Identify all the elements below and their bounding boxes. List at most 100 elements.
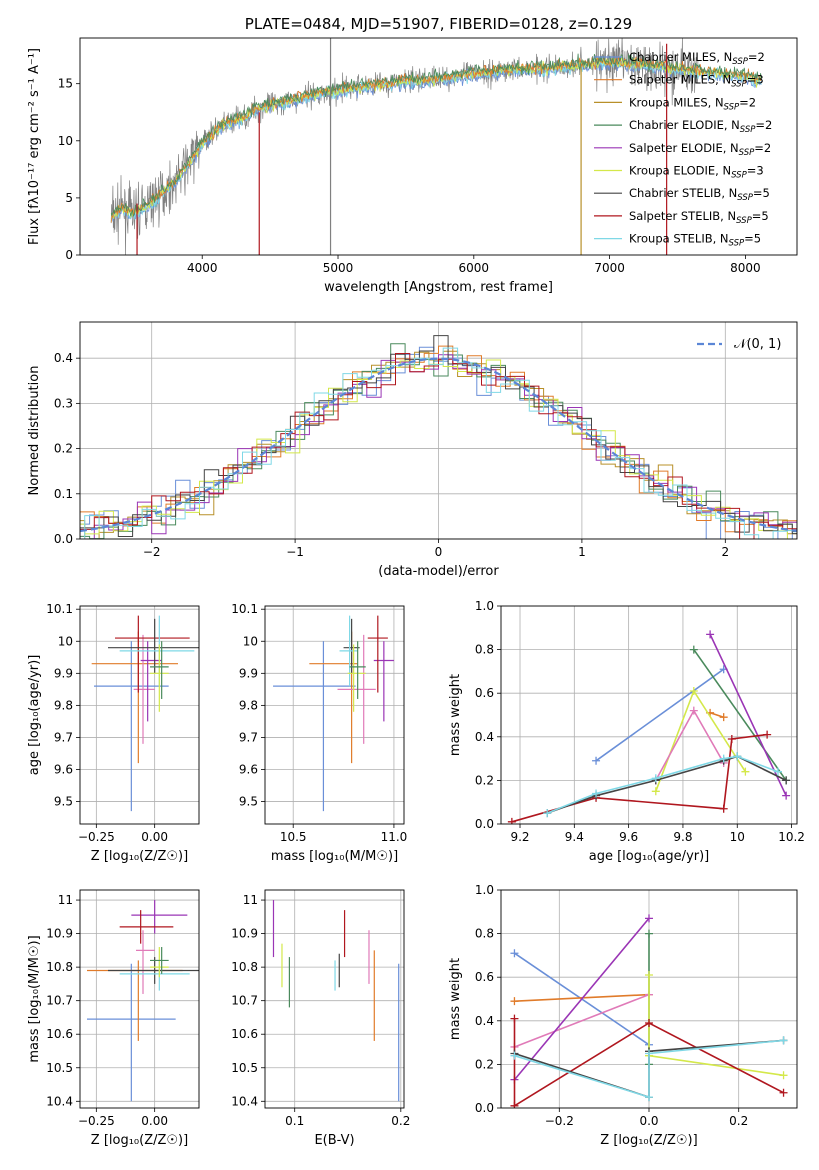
weight-line <box>513 1018 784 1108</box>
weight-marker <box>510 949 519 958</box>
axes-age-vs-mass: 10.5 11.0 9.5 9.6 9.7 9.8 9.9 10 10.1 mass [log₁₀… <box>231 602 407 864</box>
y-tick-label: 0.4 <box>475 730 494 744</box>
legend-label-sub: SSP <box>729 239 745 249</box>
y-tick-label: 9.5 <box>54 795 73 809</box>
weight-line <box>511 733 768 823</box>
weight-marker <box>733 752 742 761</box>
x-axis-label: Z [log₁₀(Z/Z☉)] <box>91 849 188 864</box>
y-axis-label: Normed distribution <box>27 366 42 496</box>
x-tick-label: 10.5 <box>280 830 307 844</box>
y-tick-label: 11 <box>243 893 258 907</box>
chart-title: PLATE=0484, MJD=51907, FIBERID=0128, z=0… <box>245 15 632 33</box>
x-tick-label: 9.2 <box>510 830 529 844</box>
y-tick-label: 0.6 <box>475 970 494 984</box>
y-tick-label: 0.8 <box>475 927 494 941</box>
legend-label-main: Kroupa ELODIE, N <box>629 164 731 178</box>
y-tick-label: 0.2 <box>54 442 73 456</box>
y-tick-label: 10 <box>58 134 73 148</box>
x-axis-label: mass [log₁₀(M/M☉)] <box>271 849 398 864</box>
weight-marker <box>510 1101 519 1108</box>
y-tick-label: 9.7 <box>54 730 73 744</box>
gaussian-curve <box>80 357 797 533</box>
weight-marker <box>645 971 653 980</box>
x-axis-label: Z [log₁₀(Z/Z☉)] <box>600 1133 697 1148</box>
x-tick-label: 0.2 <box>729 1114 748 1128</box>
x-axis-label: Z [log₁₀(Z/Z☉)] <box>91 1133 188 1148</box>
y-tick-label: 9.6 <box>239 763 258 777</box>
legend-label-sub: SSP <box>731 80 747 90</box>
legend-label: 𝒩(0, 1) <box>734 337 781 352</box>
weight-marker <box>719 713 728 722</box>
x-axis-label: wavelength [Angstrom, rest frame] <box>324 280 553 295</box>
legend-label-sub: SSP <box>739 148 755 158</box>
legend-label-main: Kroupa MILES, N <box>629 95 724 109</box>
weight-marker <box>510 997 519 1006</box>
y-tick-label: 10.1 <box>46 602 73 616</box>
weight-marker <box>645 929 653 938</box>
y-tick-label: 10.9 <box>46 927 73 941</box>
histogram-chabrier_stelib <box>80 335 797 537</box>
weight-marker <box>510 1051 519 1060</box>
axes-age-vs-Z: −0.25 0.00 9.5 9.6 9.7 9.8 9.9 10 10.1 Z [log₁₀(Z… <box>27 602 200 864</box>
axes-weight-vs-Z: −0.2 0.0 0.2 0.0 0.2 0.4 0.6 0.8 1.0 Z [log₁₀(Z/Z… <box>448 883 798 1148</box>
legend-label-sub: SSP <box>740 125 756 135</box>
weight-marker <box>779 1071 788 1080</box>
weight-marker <box>719 804 728 813</box>
y-tick-label: 10.8 <box>46 960 73 974</box>
weight-line <box>693 649 787 781</box>
x-tick-label: −2 <box>143 545 161 559</box>
y-tick-label: 0.0 <box>475 817 494 831</box>
y-tick-label: 0.3 <box>54 396 73 410</box>
axes-spectrum: 4000 5000 6000 7000 8000 0 5 10 15 wavelength [An… <box>27 15 798 295</box>
axes-mass-vs-Z: −0.25 0.00 10.4 10.5 10.6 10.7 10.8 10.9 11 Z [lo… <box>27 889 200 1148</box>
x-tick-label: 0.0 <box>639 1114 658 1128</box>
y-tick-label: 0.4 <box>54 351 73 365</box>
legend-label: Chabrier ELODIE, NSSP=2 <box>629 118 772 135</box>
y-tick-label: 0.4 <box>475 1014 494 1028</box>
legend-label: Salpeter ELODIE, NSSP=2 <box>629 141 771 158</box>
weight-line <box>546 755 779 814</box>
x-tick-label: 2 <box>721 545 729 559</box>
axes-frame <box>500 605 798 825</box>
weight-marker <box>741 767 750 776</box>
x-tick-label: 0.00 <box>141 1114 168 1128</box>
axes-frame <box>79 605 200 825</box>
axes-frame <box>79 889 200 1109</box>
x-tick-label: 11.0 <box>381 830 408 844</box>
plot-area <box>501 890 797 1108</box>
x-axis-label: E(B-V) <box>314 1133 354 1148</box>
y-tick-label: 1.0 <box>475 883 494 897</box>
y-axis-label: age [log₁₀(age/yr)] <box>27 655 42 776</box>
y-tick-label: 15 <box>58 77 73 91</box>
x-axis-label: age [log₁₀(age/yr)] <box>589 849 710 864</box>
weight-marker <box>645 1018 653 1027</box>
x-tick-label: 0.1 <box>285 1114 304 1128</box>
legend-label-main: Chabrier MILES, N <box>629 50 732 64</box>
axes-weight-vs-age: 9.2 9.4 9.6 9.8 10 10.2 0.0 0.2 0.4 0.6 0.8 1.0 age … <box>448 599 805 864</box>
y-tick-label: 10.4 <box>231 1094 258 1108</box>
legend-label-sub: SSP <box>731 171 747 181</box>
legend-label-suffix: =2 <box>755 118 772 132</box>
y-tick-label: 9.7 <box>239 730 258 744</box>
weight-marker <box>651 787 660 796</box>
weight-marker <box>779 1088 788 1097</box>
legend-label-suffix: =3 <box>747 164 764 178</box>
legend-label-suffix: =2 <box>739 95 756 109</box>
y-tick-label: 10.1 <box>231 602 258 616</box>
y-tick-label: 0.2 <box>475 1057 494 1071</box>
axes-frame <box>264 889 405 1109</box>
weight-marker <box>592 756 601 765</box>
y-tick-label: 10.5 <box>46 1061 73 1075</box>
y-tick-label: 10.5 <box>231 1061 258 1075</box>
axes-residuals: −2 −1 0 1 2 0.0 0.1 0.2 0.3 0.4 (data-model)/error… <box>27 321 798 579</box>
weight-line <box>514 1039 784 1099</box>
axes-frame <box>79 37 798 256</box>
legend-label: Chabrier STELIB, NSSP=5 <box>629 186 770 203</box>
weight-marker <box>689 687 698 696</box>
legend-label-sub: SSP <box>732 57 748 67</box>
x-axis-label: (data-model)/error <box>378 564 499 579</box>
x-tick-label: 10.2 <box>778 830 805 844</box>
x-tick-label: 0.2 <box>391 1114 410 1128</box>
weight-marker <box>782 776 791 785</box>
legend-label: Kroupa ELODIE, NSSP=3 <box>629 164 764 181</box>
